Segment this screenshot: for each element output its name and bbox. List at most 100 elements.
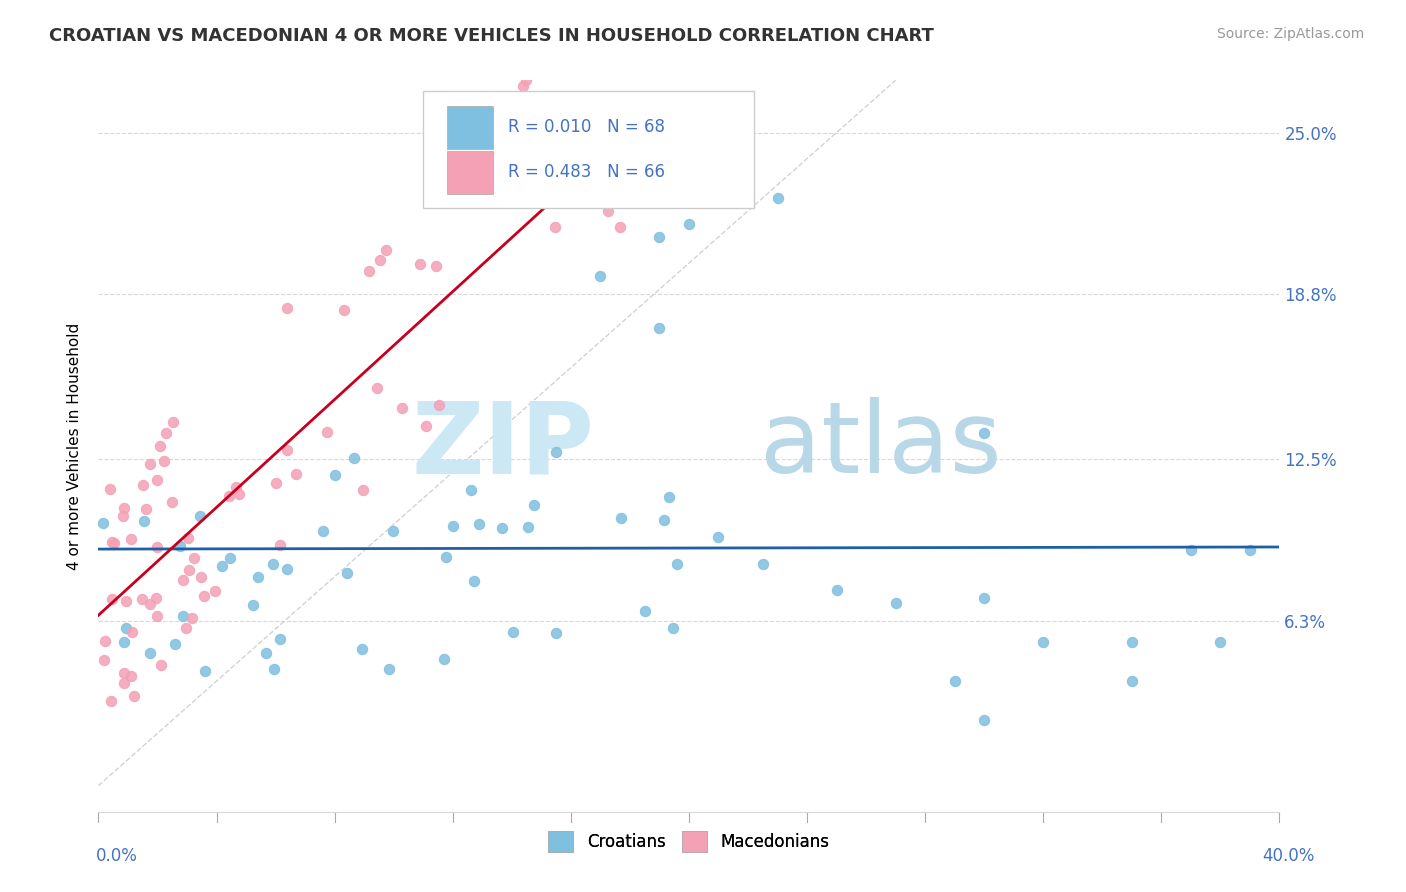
Macedonians (139, 597, 162, 611)
Macedonians (146, 609, 169, 624)
Croatians (491, 521, 513, 535)
Macedonians (112, 500, 135, 515)
Croatians (943, 674, 966, 689)
Macedonians (515, 73, 537, 87)
Croatians (973, 591, 995, 605)
Macedonians (544, 219, 567, 234)
Croatians (1209, 635, 1232, 649)
Croatians (115, 622, 138, 636)
Macedonians (190, 570, 212, 584)
Macedonians (572, 174, 595, 188)
Macedonians (269, 538, 291, 552)
Macedonians (162, 494, 184, 508)
Croatians (219, 551, 242, 566)
Croatians (460, 483, 482, 497)
Macedonians (374, 243, 396, 257)
Macedonians (316, 425, 339, 440)
Croatians (544, 444, 567, 458)
Macedonians (218, 489, 240, 503)
Macedonians (427, 398, 450, 412)
Croatians (648, 230, 671, 244)
Legend: Croatians, Macedonians: Croatians, Macedonians (541, 824, 837, 858)
Macedonians (98, 483, 121, 497)
Macedonians (415, 419, 437, 434)
Text: 0.0%: 0.0% (96, 847, 138, 864)
Macedonians (146, 540, 169, 554)
Croatians (163, 637, 186, 651)
Macedonians (101, 592, 124, 607)
Macedonians (598, 204, 620, 219)
Macedonians (408, 257, 430, 271)
Croatians (766, 191, 789, 205)
Croatians (262, 557, 284, 571)
Macedonians (180, 611, 202, 625)
Macedonians (174, 620, 197, 634)
Croatians (973, 714, 995, 728)
Text: 40.0%: 40.0% (1263, 847, 1315, 864)
Macedonians (366, 381, 388, 395)
Macedonians (357, 264, 380, 278)
Macedonians (145, 591, 167, 605)
Macedonians (193, 590, 215, 604)
Croatians (707, 530, 730, 544)
Croatians (884, 596, 907, 610)
Croatians (381, 524, 404, 539)
Macedonians (512, 79, 534, 94)
Croatians (188, 509, 211, 524)
Macedonians (149, 657, 172, 672)
Croatians (436, 549, 458, 564)
Croatians (254, 647, 277, 661)
Croatians (311, 524, 333, 539)
Croatians (377, 662, 399, 676)
Croatians (658, 490, 681, 504)
Croatians (343, 450, 366, 465)
Croatians (517, 520, 540, 534)
Croatians (468, 516, 491, 531)
Macedonians (132, 478, 155, 492)
Croatians (169, 539, 191, 553)
Macedonians (162, 415, 184, 429)
Croatians (652, 512, 675, 526)
Croatians (242, 598, 264, 612)
FancyBboxPatch shape (447, 151, 494, 194)
Croatians (825, 582, 848, 597)
Croatians (634, 604, 657, 618)
Macedonians (112, 665, 135, 680)
Macedonians (121, 624, 143, 639)
Macedonians (149, 439, 172, 453)
Macedonians (115, 594, 138, 608)
Text: CROATIAN VS MACEDONIAN 4 OR MORE VEHICLES IN HOUSEHOLD CORRELATION CHART: CROATIAN VS MACEDONIAN 4 OR MORE VEHICLE… (49, 27, 934, 45)
Macedonians (183, 551, 205, 566)
Croatians (112, 635, 135, 649)
Macedonians (139, 457, 162, 471)
Croatians (1121, 674, 1143, 689)
Croatians (91, 516, 114, 530)
Croatians (973, 425, 995, 440)
Macedonians (276, 301, 298, 316)
Croatians (589, 269, 612, 284)
Macedonians (100, 694, 122, 708)
Croatians (523, 498, 546, 512)
Macedonians (153, 454, 176, 468)
Croatians (502, 624, 524, 639)
Macedonians (172, 574, 194, 588)
Croatians (666, 558, 689, 572)
Macedonians (100, 535, 122, 549)
Macedonians (120, 532, 142, 546)
Macedonians (391, 401, 413, 415)
Croatians (211, 559, 233, 574)
Macedonians (179, 563, 201, 577)
Croatians (1121, 635, 1143, 649)
Croatians (610, 510, 633, 524)
Macedonians (112, 675, 135, 690)
FancyBboxPatch shape (447, 105, 494, 149)
Macedonians (94, 634, 117, 648)
Croatians (269, 632, 291, 647)
Macedonians (111, 509, 134, 524)
Macedonians (368, 253, 391, 268)
Text: Source: ZipAtlas.com: Source: ZipAtlas.com (1216, 27, 1364, 41)
Croatians (1032, 635, 1054, 649)
Croatians (132, 514, 155, 528)
Macedonians (135, 502, 157, 516)
Croatians (463, 574, 485, 589)
